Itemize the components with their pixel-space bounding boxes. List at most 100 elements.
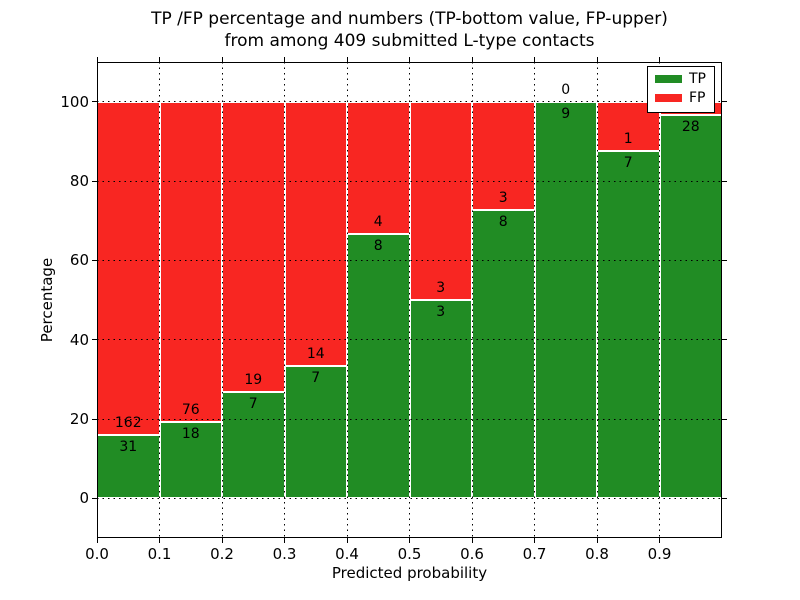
bar-label-fp: 162 bbox=[114, 414, 142, 431]
x-tick-mark-top bbox=[346, 57, 348, 62]
y-tick-label: 60 bbox=[69, 251, 89, 270]
v-gridline bbox=[221, 62, 223, 538]
bar-segment-tp bbox=[472, 209, 535, 499]
x-tick-mark-top bbox=[471, 57, 473, 62]
bar-segment-tp bbox=[409, 300, 472, 499]
legend-label-tp: TP bbox=[689, 71, 706, 87]
y-tick-mark-right bbox=[722, 180, 727, 182]
y-tick-label: 20 bbox=[69, 410, 89, 428]
x-tick-mark bbox=[534, 538, 535, 543]
x-tick-mark bbox=[159, 538, 160, 543]
bar-label-tp: 8 bbox=[498, 213, 508, 230]
bar-label-tp: 18 bbox=[181, 426, 200, 443]
bar-label-fp: 1 bbox=[623, 131, 633, 148]
x-tick-mark bbox=[409, 538, 410, 543]
bar-label-fp: 14 bbox=[306, 346, 325, 363]
x-tick-label: 0.0 bbox=[85, 545, 109, 563]
legend: TP FP bbox=[647, 66, 715, 113]
y-tick-mark-right bbox=[722, 259, 727, 261]
y-tick-mark bbox=[92, 418, 97, 420]
x-tick-mark bbox=[284, 538, 285, 543]
bar-label-tp: 7 bbox=[623, 155, 633, 172]
v-gridline bbox=[409, 62, 410, 538]
chart-title-line1: TP /FP percentage and numbers (TP-bottom… bbox=[151, 9, 668, 29]
bar-label-fp: 76 bbox=[181, 402, 200, 419]
x-tick-label: 0.2 bbox=[210, 545, 234, 563]
y-tick-mark-right bbox=[722, 418, 727, 420]
y-tick-mark-right bbox=[722, 339, 727, 341]
bar-label-tp: 3 bbox=[436, 304, 446, 320]
bar-segment-fp bbox=[284, 101, 347, 367]
chart-title-line2: from among 409 submitted L-type contacts bbox=[224, 31, 595, 51]
y-tick-label: 0 bbox=[79, 489, 89, 508]
x-tick-mark-top bbox=[221, 57, 223, 62]
bar-label-tp: 9 bbox=[561, 105, 571, 122]
x-tick-mark-top bbox=[96, 57, 98, 62]
x-tick-label: 0.8 bbox=[585, 545, 609, 563]
y-axis-label: Percentage bbox=[38, 257, 56, 343]
y-tick-mark bbox=[92, 101, 97, 103]
x-tick-label: 0.5 bbox=[397, 545, 422, 563]
bar-label-fp: 3 bbox=[436, 280, 446, 296]
x-tick-label: 0.7 bbox=[522, 545, 547, 563]
x-tick-mark bbox=[471, 538, 473, 543]
y-tick-label: 40 bbox=[69, 330, 89, 349]
x-tick-mark-top bbox=[596, 57, 598, 62]
x-tick-mark bbox=[596, 538, 598, 543]
bar-label-tp: 8 bbox=[373, 237, 383, 254]
y-tick-label: 100 bbox=[60, 92, 89, 111]
x-tick-mark bbox=[96, 538, 98, 543]
y-tick-mark-right bbox=[722, 497, 727, 499]
v-gridline bbox=[659, 62, 660, 538]
bar-segment-fp bbox=[159, 101, 222, 423]
bar-segment-tp bbox=[534, 101, 597, 499]
bar-segment-fp bbox=[347, 101, 410, 234]
x-tick-label: 0.6 bbox=[460, 545, 484, 563]
v-gridline bbox=[596, 62, 598, 538]
v-gridline bbox=[534, 62, 535, 538]
x-tick-mark-top bbox=[409, 57, 410, 62]
bar-segment-tp bbox=[97, 434, 160, 499]
x-tick-label: 0.9 bbox=[647, 545, 672, 563]
bar-segment-tp bbox=[597, 151, 660, 499]
v-gridline bbox=[284, 62, 285, 538]
x-tick-label: 0.3 bbox=[272, 545, 297, 563]
x-tick-mark-top bbox=[534, 57, 535, 62]
y-tick-mark bbox=[92, 339, 97, 341]
x-axis-label: Predicted probability bbox=[331, 564, 488, 582]
y-tick-mark bbox=[92, 180, 97, 182]
bar-label-fp: 0 bbox=[561, 81, 571, 98]
chart-title: TP /FP percentage and numbers (TP-bottom… bbox=[97, 8, 722, 52]
y-tick-mark-right bbox=[722, 101, 727, 103]
x-tick-mark bbox=[659, 538, 660, 543]
bar-label-fp: 4 bbox=[373, 213, 383, 230]
bar-segment-tp bbox=[659, 115, 722, 499]
y-tick-mark bbox=[92, 259, 97, 261]
bar-label-tp: 28 bbox=[681, 119, 700, 136]
plot-area: TP FP 0.0 0.1 0.2 0.3 0.4 0.5 0.6 0.7 0.8 0.9 0 20 4… bbox=[60, 57, 727, 563]
bar-segment-fp bbox=[409, 101, 472, 300]
x-tick-mark-top bbox=[659, 57, 660, 62]
bar-label-tp: 7 bbox=[311, 370, 321, 387]
bar-segment-tp bbox=[347, 233, 410, 499]
bar-label-tp: 7 bbox=[248, 395, 258, 412]
legend-swatch-tp bbox=[655, 75, 682, 83]
v-gridline bbox=[159, 62, 160, 538]
bar-segment-fp bbox=[222, 101, 285, 392]
bar-label-fp: 3 bbox=[498, 189, 508, 206]
bar-segment-fp bbox=[97, 101, 160, 435]
x-tick-mark-top bbox=[159, 57, 160, 62]
bar-label-fp: 19 bbox=[244, 371, 263, 388]
x-tick-mark bbox=[346, 538, 348, 543]
y-tick-mark bbox=[92, 497, 97, 499]
bar-label-tp: 31 bbox=[119, 438, 138, 455]
x-tick-mark bbox=[221, 538, 223, 543]
legend-swatch-fp bbox=[655, 94, 682, 102]
y-tick-label: 80 bbox=[69, 172, 89, 190]
v-gridline bbox=[346, 62, 348, 538]
v-gridline bbox=[471, 62, 473, 538]
legend-label-fp: FP bbox=[689, 90, 706, 106]
x-tick-mark-top bbox=[284, 57, 285, 62]
x-tick-label: 0.1 bbox=[147, 545, 172, 563]
